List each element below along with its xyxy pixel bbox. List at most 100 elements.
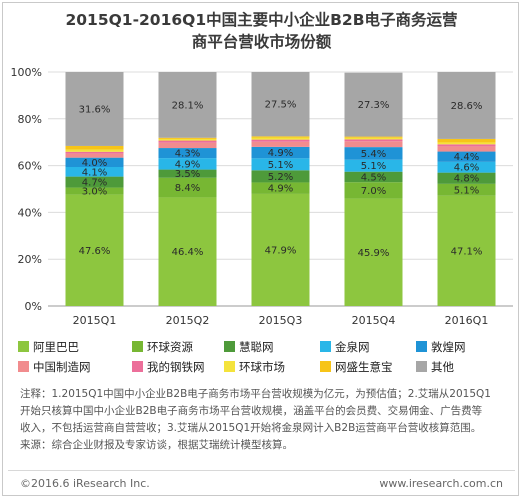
bar-segment xyxy=(65,167,124,177)
bar-segment xyxy=(65,153,124,158)
data-label: 4.1% xyxy=(82,167,107,178)
data-label: 5.1% xyxy=(361,161,386,172)
y-tick-label: 40% xyxy=(18,206,42,219)
data-label: 45.9% xyxy=(358,248,390,259)
data-label: 28.6% xyxy=(451,101,483,112)
website-text: www.iresearch.com.cn xyxy=(379,477,503,490)
bar-segment xyxy=(251,170,310,183)
bar-segment xyxy=(65,187,124,195)
data-label: 27.5% xyxy=(265,100,297,111)
bar-segment xyxy=(251,136,310,138)
data-label: 4.9% xyxy=(268,184,293,195)
note-line-2: 开始只核算中国中小企业B2B电子商务市场平台营收规模，涵盖平台的会员费、交易佣金… xyxy=(20,405,483,417)
data-label: 5.1% xyxy=(268,160,293,171)
legend-label: 敦煌网 xyxy=(431,340,466,354)
data-label: 47.6% xyxy=(79,246,111,257)
data-label: 8.4% xyxy=(175,183,200,194)
bar-segment xyxy=(344,171,403,183)
bar-segment xyxy=(158,72,217,138)
note-line-1: 注释：1.2015Q1中国中小企业B2B电子商务市场平台营收规模为亿元，为预估值… xyxy=(20,388,491,400)
legend-label: 阿里巴巴 xyxy=(33,340,79,354)
x-tick-label: 2015Q3 xyxy=(259,314,303,327)
data-label: 4.5% xyxy=(361,172,386,183)
bar-segment xyxy=(437,138,496,143)
bar-segment xyxy=(344,141,403,148)
legend-swatch xyxy=(132,341,143,352)
data-label: 4.0% xyxy=(82,158,107,169)
legend-item: 其他 xyxy=(416,360,454,374)
legend-item: 环球市场 xyxy=(224,360,285,374)
bar-segment xyxy=(437,146,496,152)
y-tick-label: 0% xyxy=(25,300,42,313)
bar-segment xyxy=(251,137,310,140)
legend-swatch xyxy=(18,341,29,352)
bar-segment xyxy=(158,148,217,159)
legend-label: 其他 xyxy=(431,360,454,374)
data-label: 47.1% xyxy=(451,246,483,257)
copyright-text: ©2016.6 iResearch Inc. xyxy=(20,477,150,490)
bar-segment xyxy=(344,137,403,140)
bar-segment xyxy=(437,183,496,196)
x-tick-label: 2016Q1 xyxy=(445,314,489,327)
data-label: 3.5% xyxy=(175,169,200,180)
bar-segment xyxy=(437,161,496,173)
legend-label: 金泉网 xyxy=(335,340,370,354)
legend-item: 我的钢铁网 xyxy=(132,360,205,374)
bar-segment xyxy=(158,142,217,149)
data-label: 5.2% xyxy=(268,172,293,183)
bar-segment xyxy=(344,182,403,199)
bar-segment xyxy=(344,72,403,137)
data-label: 3.0% xyxy=(82,187,107,198)
bar-segment xyxy=(437,195,496,306)
bar-segment xyxy=(251,182,310,194)
bar-segment xyxy=(65,194,124,306)
data-label: 4.6% xyxy=(454,163,479,174)
bar-segment xyxy=(65,151,124,154)
legend-item: 敦煌网 xyxy=(416,340,466,354)
legend-swatch xyxy=(132,361,143,372)
data-label: 7.0% xyxy=(361,186,386,197)
legend-label: 我的钢铁网 xyxy=(147,360,205,374)
bar-segment xyxy=(158,158,217,170)
data-label: 5.4% xyxy=(361,149,386,160)
bar-segment xyxy=(158,138,217,141)
legend-label: 慧聪网 xyxy=(239,340,274,354)
bar-segment xyxy=(344,198,403,306)
bar-segment xyxy=(251,146,310,159)
legend-label: 网盛生意宝 xyxy=(335,360,393,374)
bar-segment xyxy=(251,158,310,171)
legend-swatch xyxy=(224,341,235,352)
bar-segment xyxy=(344,139,403,142)
data-label: 28.1% xyxy=(172,100,204,111)
legend-item: 中国制造网 xyxy=(18,360,91,374)
data-label: 4.3% xyxy=(175,149,200,160)
bar-segment xyxy=(437,172,496,184)
bar-segment xyxy=(158,197,217,306)
bar-segment xyxy=(65,145,124,150)
data-label: 27.3% xyxy=(358,100,390,111)
bar-segment xyxy=(65,149,124,152)
legend-item: 环球资源 xyxy=(132,340,193,354)
bar-segment xyxy=(65,176,124,188)
y-tick-label: 80% xyxy=(18,113,42,126)
bar-segment xyxy=(158,137,217,139)
data-label: 4.4% xyxy=(454,152,479,163)
data-label: 46.4% xyxy=(172,247,204,258)
data-label: 47.9% xyxy=(265,245,297,256)
legend-swatch xyxy=(320,361,331,372)
data-label: 4.9% xyxy=(175,159,200,170)
bar-segment xyxy=(251,141,310,147)
chart-notes: 注释：1.2015Q1中国中小企业B2B电子商务市场平台营收规模为亿元，为预估值… xyxy=(20,386,510,437)
bar-segment xyxy=(65,157,124,168)
data-label: 31.6% xyxy=(79,104,111,115)
bar-segment xyxy=(437,144,496,147)
data-label: 4.7% xyxy=(82,178,107,189)
bar-segment xyxy=(344,136,403,138)
bar-segment xyxy=(344,159,403,172)
note-line-3: 收入，不包括运营商自营营收；3.艾瑞从2015Q1开始将金泉网计入B2B运营商平… xyxy=(20,422,482,434)
bar-segment xyxy=(251,139,310,142)
source-note: 来源：综合企业财报及专家访谈，根据艾瑞统计模型核算。 xyxy=(20,439,293,451)
data-label: 4.8% xyxy=(454,174,479,185)
chart-title-line1: 2015Q1-2016Q1中国主要中小企业B2B电子商务运营 xyxy=(65,11,458,29)
chart-title-line2: 商平台营收市场份额 xyxy=(191,33,332,51)
